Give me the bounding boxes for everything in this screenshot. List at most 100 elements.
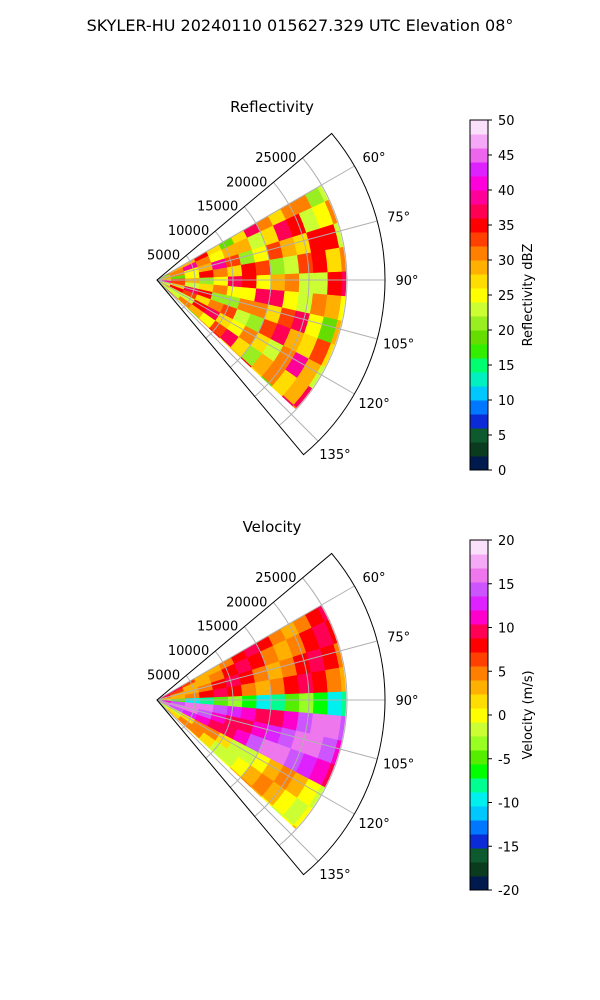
radar-cell bbox=[339, 245, 347, 273]
radar-cell bbox=[243, 617, 266, 640]
colorbar-swatch bbox=[470, 414, 488, 429]
colorbar-swatch bbox=[470, 862, 488, 877]
radar-cell bbox=[241, 695, 257, 709]
colorbar-swatch bbox=[470, 344, 488, 359]
radar-cell bbox=[333, 767, 347, 800]
colorbar-swatch bbox=[470, 624, 488, 639]
colorbar-tick-label: 45 bbox=[498, 149, 515, 164]
radar-cell bbox=[297, 252, 314, 275]
panel-title: Velocity bbox=[243, 518, 302, 536]
colorbar-swatch bbox=[470, 596, 488, 611]
colorbar-swatch bbox=[470, 316, 488, 331]
radar-cell bbox=[344, 742, 347, 774]
radar-cell bbox=[310, 143, 337, 173]
colorbar: 0 5 10 15 20 25 30 35 40 45 50 Reflectivity dBZ bbox=[469, 114, 536, 479]
colorbar-swatch bbox=[470, 652, 488, 667]
radar-cell bbox=[240, 682, 257, 697]
colorbar-swatch bbox=[470, 792, 488, 807]
radar-cell bbox=[347, 773, 372, 805]
radar-cell bbox=[297, 672, 314, 695]
radial-tick-label: 25000 bbox=[255, 151, 296, 166]
colorbar-swatch bbox=[470, 358, 488, 373]
colorbar-swatch bbox=[470, 386, 488, 401]
radar-fill bbox=[157, 143, 372, 444]
radar-cell bbox=[325, 667, 343, 693]
radar-cell bbox=[311, 250, 329, 274]
radar-cell bbox=[303, 394, 333, 410]
radar-cell bbox=[353, 243, 370, 271]
radar-cell bbox=[298, 692, 314, 714]
radar-cell bbox=[356, 691, 371, 719]
radar-cell bbox=[337, 715, 347, 744]
radar-cell bbox=[298, 272, 314, 294]
radial-tick-label: 15000 bbox=[197, 620, 238, 635]
radar-cell bbox=[325, 247, 343, 273]
radar-cell bbox=[347, 353, 372, 385]
radar-cell bbox=[337, 189, 347, 221]
radar-cell bbox=[213, 276, 229, 287]
radar-cell bbox=[337, 295, 347, 324]
colorbar-tick-label: 15 bbox=[498, 359, 515, 374]
grid-spoke bbox=[156, 585, 355, 701]
radar-cell bbox=[283, 674, 300, 695]
colorbar-swatch bbox=[470, 232, 488, 247]
azimuth-tick-label: 135° bbox=[319, 868, 350, 883]
colorbar-swatch bbox=[470, 848, 488, 863]
radar-cell bbox=[270, 694, 286, 712]
colorbar-tick-label: 5 bbox=[498, 665, 506, 680]
grid-spoke bbox=[156, 279, 378, 340]
radial-tick-label: 15000 bbox=[197, 200, 238, 215]
colorbar-swatch bbox=[470, 176, 488, 191]
azimuth-tick-label: 105° bbox=[383, 338, 414, 353]
radar-cell bbox=[275, 404, 305, 410]
colorbar-swatch bbox=[470, 274, 488, 289]
azimuth-tick-label: 120° bbox=[358, 397, 389, 412]
grid-spoke bbox=[156, 279, 355, 395]
radial-tick-label: 5000 bbox=[147, 669, 180, 684]
colorbar-tick-label: 10 bbox=[498, 622, 515, 637]
radar-cell bbox=[310, 563, 337, 593]
colorbar-swatch bbox=[470, 764, 488, 779]
radar-cell bbox=[213, 696, 229, 707]
azimuth-tick-label: 105° bbox=[383, 758, 414, 773]
azimuth-tick-label: 75° bbox=[387, 210, 410, 225]
colorbar-tick-label: -15 bbox=[498, 840, 519, 855]
radar-fill bbox=[157, 563, 385, 830]
radar-cell bbox=[347, 636, 367, 666]
radar-cell bbox=[370, 690, 385, 720]
radar-cell bbox=[254, 608, 278, 632]
colorbar-swatch bbox=[470, 134, 488, 149]
colorbar-swatch bbox=[470, 456, 488, 471]
colorbar-swatch bbox=[470, 722, 488, 737]
azimuth-tick-label: 75° bbox=[387, 630, 410, 645]
colorbar-swatch bbox=[470, 876, 488, 891]
colorbar-swatch bbox=[470, 582, 488, 597]
colorbar-swatch bbox=[470, 554, 488, 569]
radar-cell bbox=[284, 273, 300, 293]
radar-cell bbox=[211, 644, 230, 663]
grid-spoke bbox=[156, 640, 378, 701]
grid-spoke bbox=[156, 699, 355, 815]
radar-cell bbox=[270, 274, 286, 292]
radar-cell bbox=[254, 188, 278, 212]
colorbar-swatch bbox=[470, 610, 488, 625]
grid-spoke bbox=[156, 699, 319, 862]
chart-panels: Reflectivity500010000150002000025000Mete… bbox=[147, 98, 536, 899]
polar-panel-reflectivity: Reflectivity500010000150002000025000Mete… bbox=[147, 98, 536, 479]
azimuth-tick-label: 90° bbox=[395, 694, 418, 709]
radar-cell bbox=[353, 663, 370, 691]
colorbar-swatch bbox=[470, 246, 488, 261]
colorbar-swatch bbox=[470, 806, 488, 821]
radial-tick-label: 10000 bbox=[168, 224, 209, 239]
colorbar-label: Reflectivity dBZ bbox=[521, 244, 536, 347]
radar-cell bbox=[352, 297, 370, 326]
azimuth-tick-label: 60° bbox=[363, 571, 386, 586]
radar-cell bbox=[283, 254, 300, 275]
radial-tick-label: 5000 bbox=[147, 249, 180, 264]
radar-cell bbox=[285, 415, 314, 444]
colorbar-swatch bbox=[470, 218, 488, 233]
radar-cell bbox=[284, 693, 300, 713]
figure-title: SKYLER-HU 20240110 015627.329 UTC Elevat… bbox=[87, 16, 514, 35]
colorbar-swatch bbox=[470, 694, 488, 709]
radar-cell bbox=[347, 216, 367, 246]
